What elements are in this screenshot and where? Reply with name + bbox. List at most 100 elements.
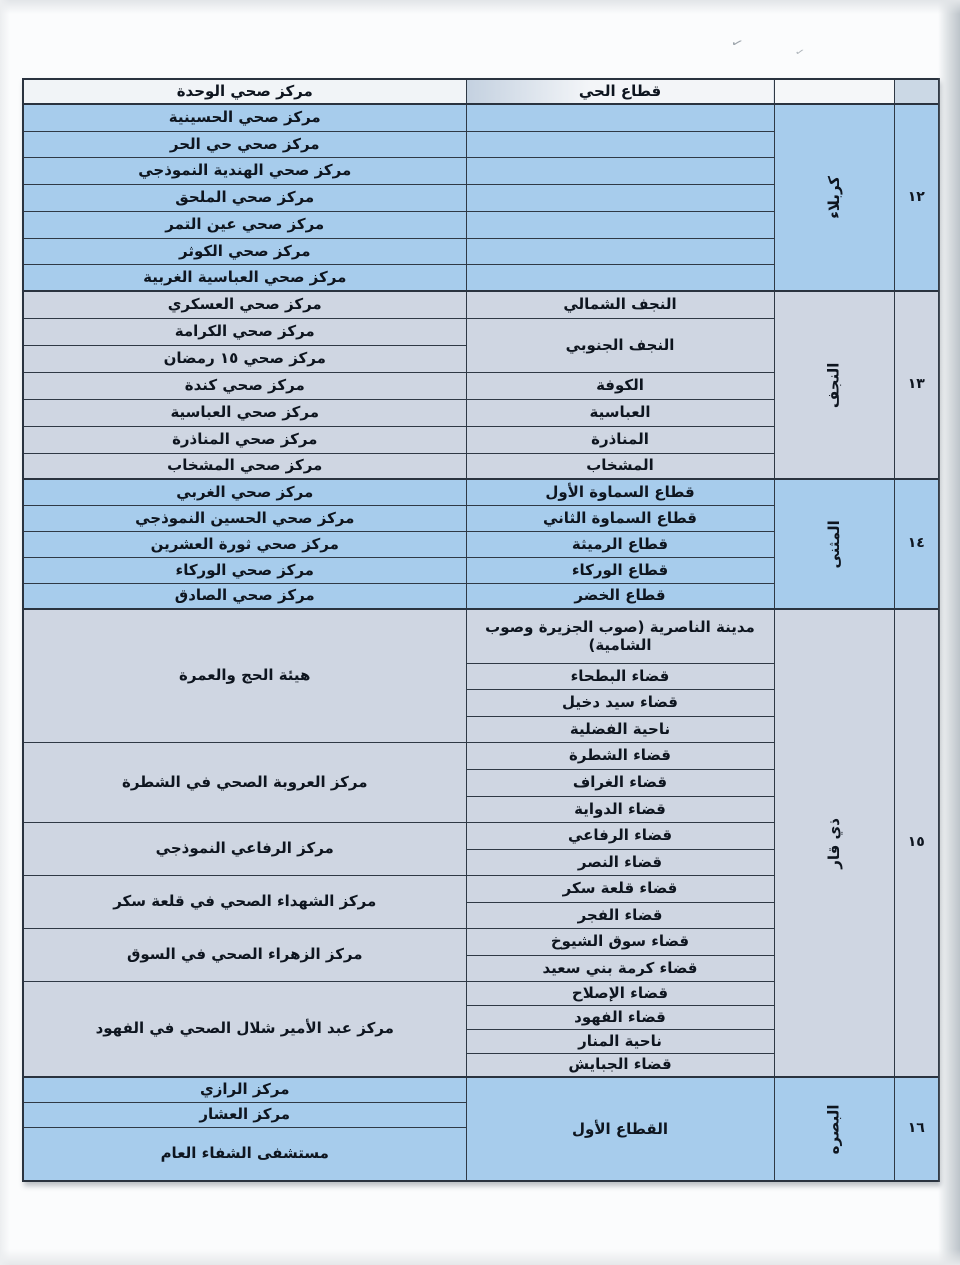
table-row: مركز صحي العباسية الغربية: [22, 263, 939, 292]
table-header-row: قطاع الحي مركز صحي الوحدة: [22, 78, 940, 105]
district-cell: [465, 156, 775, 185]
table-row: قطاع الخضر مركز صحي الصادق: [22, 582, 939, 610]
table-row: قطاع الوركاء مركز صحي الوركاء: [22, 556, 939, 584]
table-row: مستشفى الشفاء العام: [22, 1126, 939, 1182]
governorate-label: النجف: [824, 362, 843, 408]
table-row: مركز صحي الهندية النموذجي: [22, 156, 939, 185]
district-cell: قضاء قلعة سكر: [465, 874, 775, 903]
governorate-header-cell: [773, 78, 895, 105]
table-row: قضاء الغراف: [23, 768, 939, 797]
district-cell: قطاع الرميثة: [465, 530, 775, 558]
table-row: ١٤ المثنى قطاع السماوة الأول مركز صحي الغرب…: [22, 478, 940, 610]
district-cell: النجف الشمالي: [465, 290, 775, 319]
table-row: قضاء الإصلاح مركز عبد الأمير شلال الصحي ف…: [22, 980, 939, 1078]
district-cell: قضاء الغراف: [465, 768, 775, 797]
district-cell: القطاع الأول: [465, 1076, 775, 1182]
district-cell: [465, 237, 775, 265]
district-cell: قطاع الخضر: [465, 582, 775, 610]
district-cell: [465, 210, 775, 239]
table-row: قضاء الدواية: [23, 795, 939, 823]
district-header-cell: قطاع الحي: [465, 78, 775, 105]
health-center-header-cell: مركز صحي الوحدة: [22, 78, 467, 105]
health-center-cell: مركز صحي حي الحر: [22, 130, 467, 158]
table-row: قضاء الفهود: [23, 1004, 939, 1030]
pen-mark-icon: ✓: [793, 47, 806, 59]
health-center-cell: هيئة الحج والعمرة: [22, 608, 467, 743]
health-center-cell: مركز صحي المشخاب: [22, 452, 467, 480]
table-row: ناحية المنار: [23, 1028, 939, 1054]
district-cell: قضاء الشطرة: [465, 741, 775, 770]
district-cell: قطاع السماوة الأول: [465, 478, 775, 506]
scan-edge-shadow: [0, 1249, 960, 1265]
health-center-cell: مركز الرازي: [22, 1076, 467, 1103]
table-row: قضاء البطحاء: [23, 662, 939, 690]
governorate-cell: البصره: [773, 1076, 895, 1182]
district-cell: قضاء الفهود: [465, 1004, 775, 1030]
district-cell: العباسية: [465, 398, 775, 427]
district-cell: قضاء الفجر: [465, 901, 775, 929]
row-number-cell: ١٦: [893, 1076, 940, 1182]
district-cell: قطاع الوركاء: [465, 556, 775, 584]
governorate-label: البصره: [824, 1104, 843, 1154]
district-cell: ناحية الفضلية: [465, 715, 775, 743]
table-row: المشخاب مركز صحي المشخاب: [22, 452, 939, 480]
row-number-cell: ١٤: [893, 478, 940, 610]
district-cell: قضاء سوق الشيوخ: [465, 927, 775, 956]
district-cell: المشخاب: [465, 452, 775, 480]
health-center-cell: مستشفى الشفاء العام: [22, 1126, 467, 1182]
row-number-cell: ١٣: [893, 290, 940, 480]
scan-edge-shadow: [0, 0, 960, 14]
table-row: قضاء الشطرة مركز العروبة الصحي في الشطرة: [22, 741, 939, 823]
health-center-cell: مركز صحي الكوثر: [22, 237, 467, 265]
district-cell: [465, 130, 775, 158]
health-center-cell: مركز العروبة الصحي في الشطرة: [22, 741, 467, 823]
table-row: قضاء الرفاعي مركز الرفاعي النموذجي: [22, 821, 939, 876]
scan-edge-shadow: [938, 0, 960, 1265]
table-row: ١٢ كربلاء مركز صحي الحسينية: [22, 103, 940, 292]
table-row: الكوفة مركز صحي كندة: [22, 371, 939, 400]
health-center-cell: مركز الرفاعي النموذجي: [22, 821, 467, 876]
health-center-cell: مركز صحي كندة: [22, 371, 467, 400]
district-cell: الكوفة: [465, 371, 775, 400]
district-cell: [465, 183, 775, 212]
scan-edge-shadow: [0, 0, 10, 1265]
row-number-cell: ١٢: [893, 103, 940, 292]
row-number-cell: ١٥: [893, 608, 940, 1078]
table-row: قضاء سيد دخيل: [23, 688, 939, 717]
health-center-cell: مركز صحي الهندية النموذجي: [22, 156, 467, 185]
health-center-cell: مركز صحي ١٥ رمضان: [22, 344, 467, 373]
health-center-cell: مركز صحي الحسينية: [22, 103, 467, 132]
health-center-cell: مركز صحي العسكري: [22, 290, 467, 319]
table-row: قطاع الرميثة مركز صحي ثورة العشرين: [22, 530, 939, 558]
table-row: المناذرة مركز صحي المناذرة: [22, 425, 939, 454]
table-row: ١٦ البصره القطاع الأول مركز الرازي: [22, 1076, 940, 1182]
district-cell: ناحية المنار: [465, 1028, 775, 1054]
health-center-cell: مركز الشهداء الصحي في قلعة سكر: [22, 874, 467, 929]
district-cell: [465, 263, 775, 292]
table-row: ١٣ النجف النجف الشمالي مركز صحي العسكري: [22, 290, 940, 480]
health-center-cell: مركز العشار: [22, 1101, 467, 1128]
district-cell: قطاع السماوة الثاني: [465, 504, 775, 532]
district-cell: [465, 103, 775, 132]
table-row: قضاء قلعة سكر مركز الشهداء الصحي في قلعة …: [22, 874, 939, 929]
governorate-cell: المثنى: [773, 478, 895, 610]
governorate-cell: كربلاء: [773, 103, 895, 292]
table-row: قضاء الجبايش: [23, 1052, 939, 1078]
health-center-cell: مركز صحي الغربي: [22, 478, 467, 506]
district-cell: قضاء الجبايش: [465, 1052, 775, 1078]
table-row: قضاء الفجر: [23, 901, 939, 929]
health-center-cell: مركز صحي العباسية: [22, 398, 467, 427]
table-row: النجف الجنوبي مركز صحي الكرامة: [22, 317, 939, 373]
table-row: مركز صحي الكوثر: [22, 237, 939, 265]
table-row: العباسية مركز صحي العباسية: [22, 398, 939, 427]
health-center-cell: مركز صحي الحسين النموذجي: [22, 504, 467, 532]
table-row: ١٥ ذي قار مدينة الناصرية (صوب الجزيرة وصوب…: [22, 608, 940, 1078]
district-cell: قضاء الدواية: [465, 795, 775, 823]
district-cell: مدينة الناصرية (صوب الجزيرة وصوب الشامية…: [465, 608, 775, 664]
health-center-cell: مركز صحي العباسية الغربية: [22, 263, 467, 292]
table-row: مركز العشار: [22, 1101, 939, 1128]
health-center-cell: مركز الزهراء الصحي في السوق: [22, 927, 467, 982]
health-center-cell: مركز صحي عين التمر: [22, 210, 467, 239]
table-row: قضاء سوق الشيوخ مركز الزهراء الصحي في الس…: [22, 927, 939, 982]
